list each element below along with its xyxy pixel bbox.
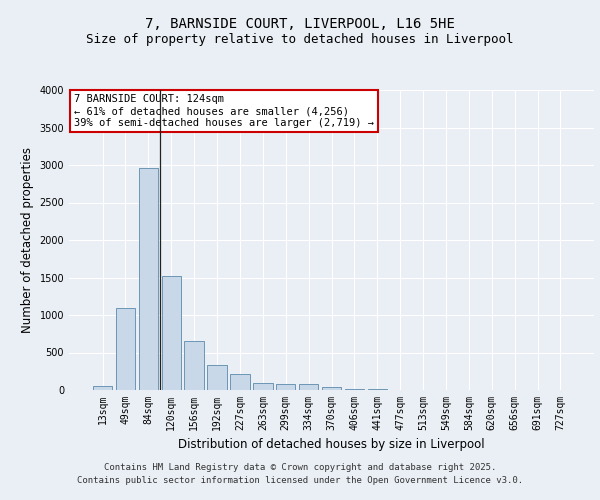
Bar (368, 389, 387, 390)
Bar (344, 388, 364, 390)
Y-axis label: Number of detached properties: Number of detached properties (21, 147, 34, 333)
Bar (276, 384, 295, 390)
Bar (93, 386, 112, 390)
Bar (161, 276, 181, 390)
Text: Size of property relative to detached houses in Liverpool: Size of property relative to detached ho… (86, 32, 514, 46)
Bar (184, 340, 204, 390)
X-axis label: Distribution of detached houses by size in Liverpool: Distribution of detached houses by size … (178, 438, 485, 452)
Bar (253, 383, 272, 390)
Text: 7 BARNSIDE COURT: 124sqm
← 61% of detached houses are smaller (4,256)
39% of sem: 7 BARNSIDE COURT: 124sqm ← 61% of detach… (74, 94, 374, 128)
Bar (116, 308, 135, 390)
Text: 7, BARNSIDE COURT, LIVERPOOL, L16 5HE: 7, BARNSIDE COURT, LIVERPOOL, L16 5HE (145, 18, 455, 32)
Bar (322, 388, 341, 390)
Text: Contains public sector information licensed under the Open Government Licence v3: Contains public sector information licen… (77, 476, 523, 485)
Bar (208, 364, 227, 390)
Bar (230, 374, 250, 390)
Bar (299, 384, 319, 390)
Text: Contains HM Land Registry data © Crown copyright and database right 2025.: Contains HM Land Registry data © Crown c… (104, 462, 496, 471)
Bar (139, 168, 158, 390)
